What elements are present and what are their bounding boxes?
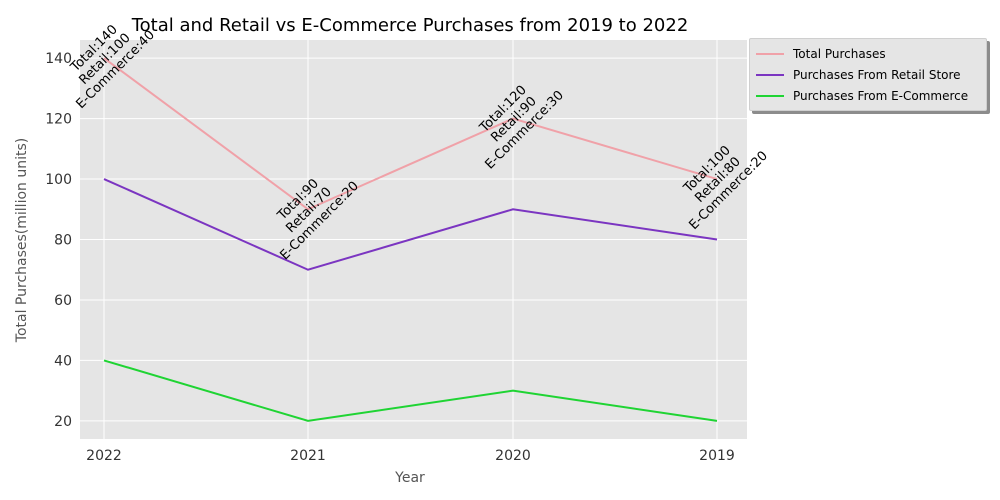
legend-item-ecommerce: Purchases From E-Commerce [750,85,986,106]
x-tick-label: 2021 [290,448,326,464]
y-tick-label: 100 [45,172,72,188]
legend-item-retail: Purchases From Retail Store [750,64,986,85]
x-tick-label: 2019 [699,448,735,464]
legend-swatch-total [756,52,784,55]
y-tick-label: 140 [45,51,72,67]
y-tick-label: 20 [54,414,72,430]
legend-label-retail: Purchases From Retail Store [793,67,961,82]
x-tick-labels: 2022 2021 2020 2019 [86,448,735,464]
y-tick-labels: 20 40 60 80 100 120 140 [45,51,72,430]
y-tick-label: 60 [54,293,72,309]
legend-swatch-retail [756,73,784,76]
y-tick-label: 120 [45,112,72,128]
chart-title: Total and Retail vs E-Commerce Purchases… [131,15,689,36]
x-tick-label: 2022 [86,448,122,464]
x-axis-label: Year [394,470,425,486]
series-lines [103,57,718,422]
y-tick-label: 40 [54,353,72,369]
y-axis-label: Total Purchases(million units) [14,138,30,343]
series-line-0 [103,57,718,211]
y-tick-label: 80 [54,233,72,249]
legend-item-total: Total Purchases [750,43,986,64]
legend-swatch-ecommerce [756,94,784,97]
series-line-2 [103,359,718,422]
legend-label-ecommerce: Purchases From E-Commerce [793,88,969,103]
series-line-1 [103,178,718,271]
x-tick-label: 2020 [495,448,531,464]
legend-label-total: Total Purchases [793,46,886,61]
chart-legend: Total Purchases Purchases From Retail St… [749,38,987,111]
